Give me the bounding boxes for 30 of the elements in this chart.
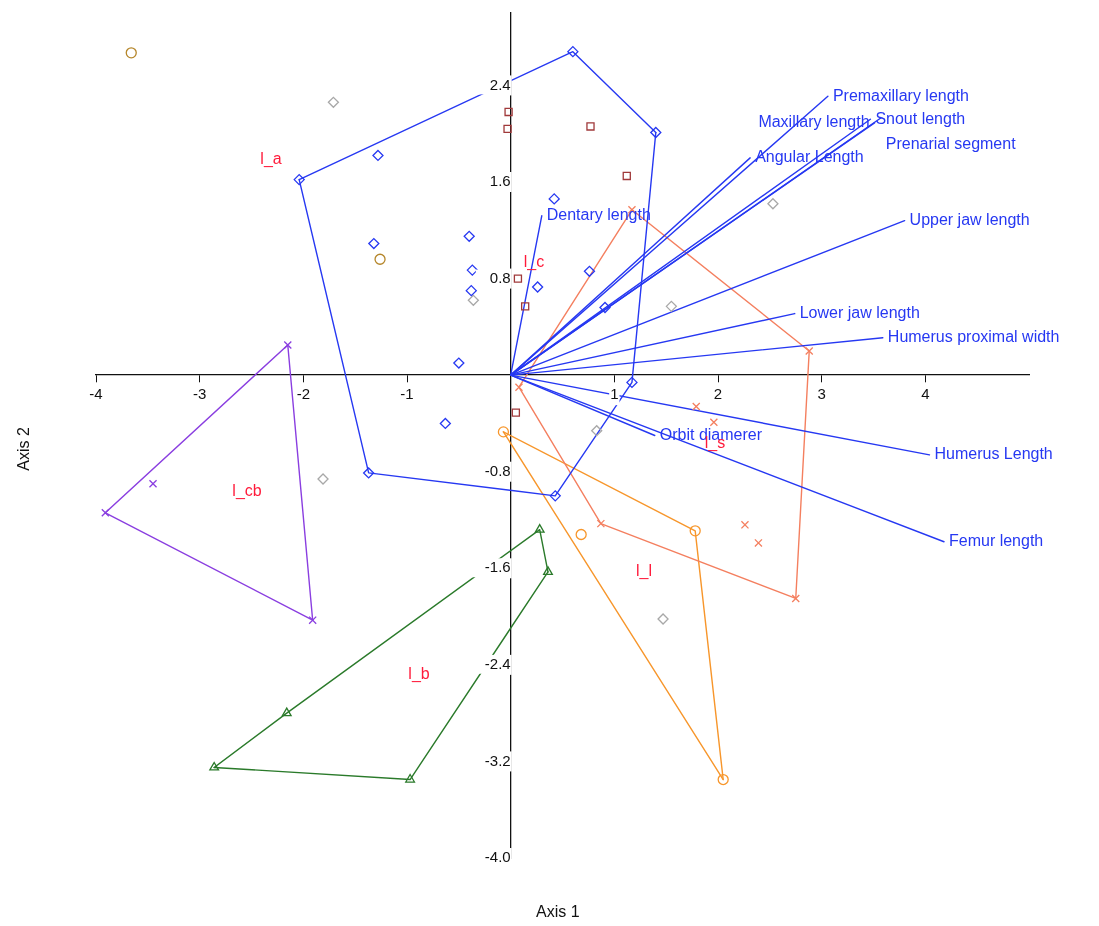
annotation: l_l: [635, 562, 653, 581]
x-tick-label: -2: [296, 385, 311, 403]
y-axis-title: Axis 2: [14, 427, 33, 471]
x-tick-label: 1: [610, 385, 619, 403]
y-tick-label: -2.4: [484, 655, 511, 672]
series-label: Snout length: [875, 109, 966, 127]
x-tick-label: 4: [921, 385, 930, 403]
series-label: Upper jaw length: [909, 211, 1030, 229]
y-tick-label: 2.4: [489, 75, 511, 93]
series-label: Premaxillary length: [832, 86, 969, 104]
series-label: Femur length: [948, 532, 1044, 550]
x-tick-label: -3: [192, 385, 207, 403]
y-tick-label: 1.6: [489, 172, 511, 190]
annotation: l_a: [260, 150, 282, 169]
series-label: Humerus Length: [934, 445, 1053, 463]
y-tick-label: -3.2: [484, 751, 511, 769]
y-tick-label: 0.8: [489, 268, 511, 286]
x-tick-label: -4: [89, 385, 103, 403]
y-tick-label: -0.8: [484, 461, 511, 479]
y-tick-label: -1.6: [484, 558, 511, 576]
series-label: Prenarial segment: [885, 135, 1017, 153]
x-tick-label: 3: [817, 385, 826, 403]
y-tick-label: -4.0: [484, 848, 511, 866]
annotation: l_b: [408, 665, 430, 684]
x-tick-label: -1: [400, 385, 414, 403]
series-label: Humerus proximal width: [887, 328, 1060, 346]
x-axis-title: Axis 1: [536, 903, 580, 921]
x-tick-label: 2: [713, 385, 723, 403]
annotation: l_cb: [232, 482, 262, 501]
series-label: Lower jaw length: [799, 303, 920, 321]
